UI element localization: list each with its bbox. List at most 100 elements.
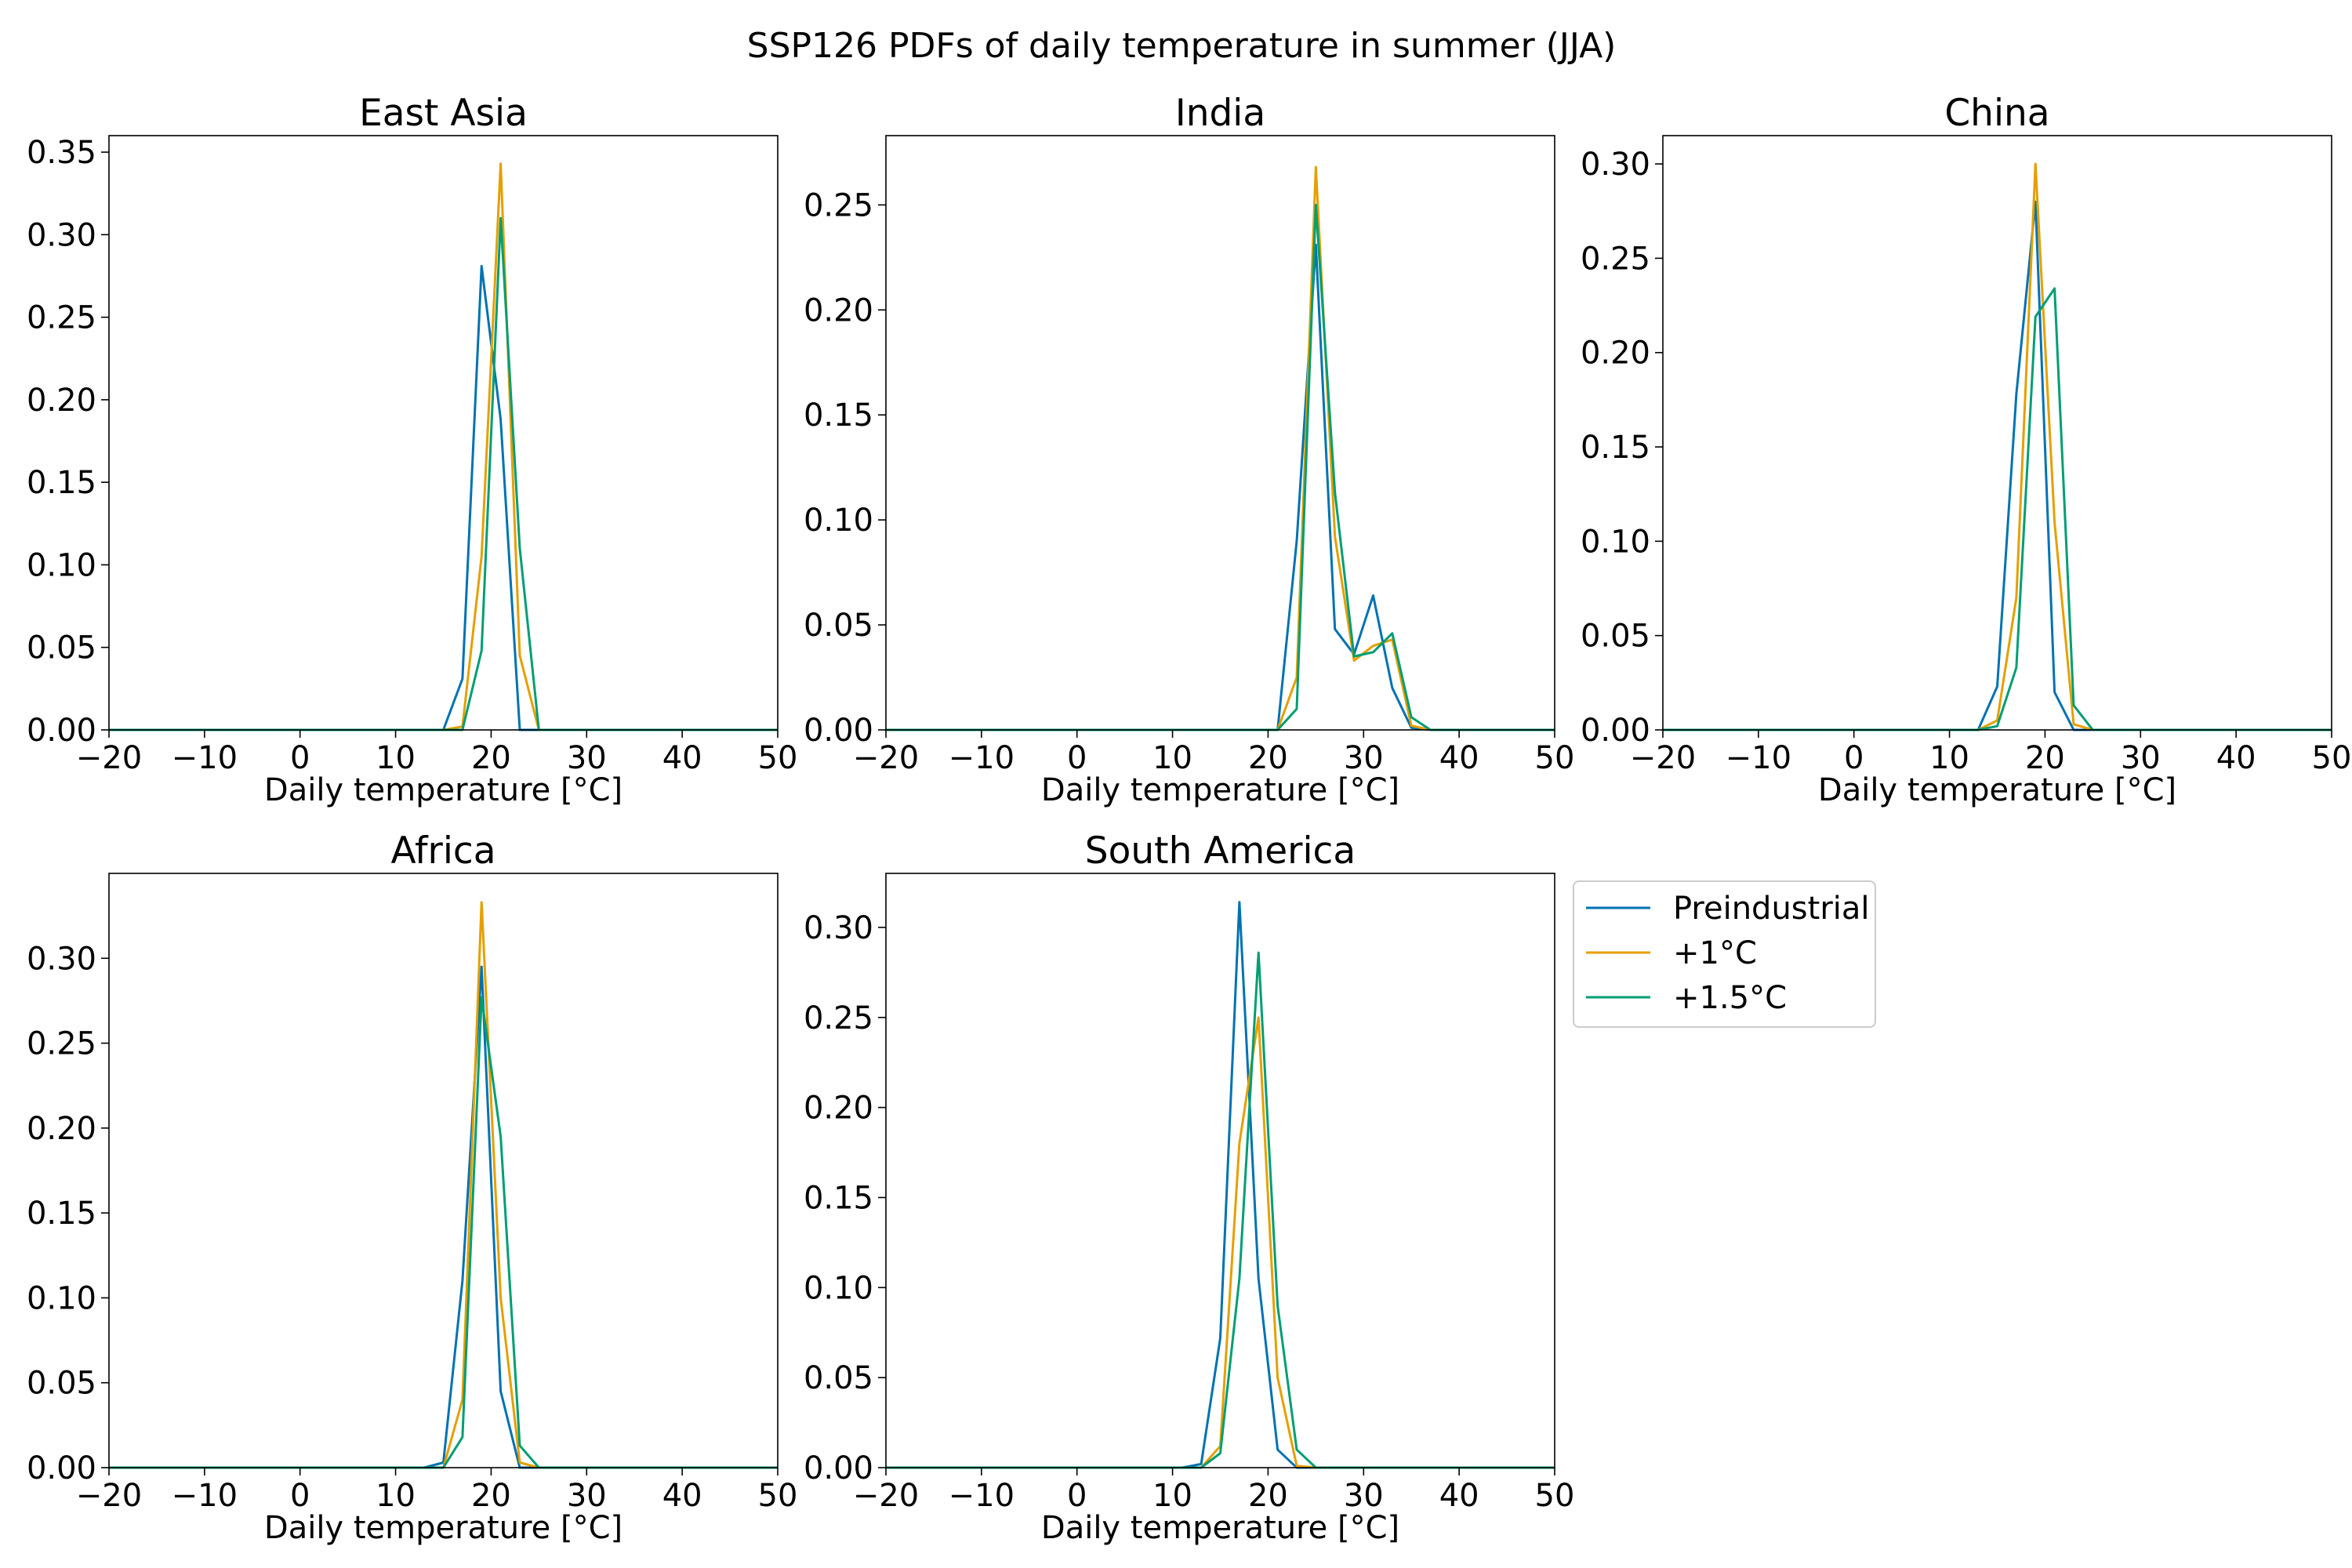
y-tick-label: 0.15 [804,1180,873,1216]
y-tick-label: 0.05 [1581,619,1650,655]
y-tick-label: 0.00 [27,1450,96,1486]
x-tick-label: −10 [949,740,1014,776]
panel-title: India [1175,92,1265,135]
y-tick-label: 0.25 [27,300,96,336]
x-tick-label: −10 [172,740,238,776]
x-axis-label: Daily temperature [°C] [1041,772,1399,808]
x-tick-label: 30 [1344,740,1384,776]
legend-entry-1-c: +1°C [1586,935,1757,971]
panel-title: Africa [390,829,495,873]
y-tick-label: 0.25 [804,1000,873,1036]
y-tick-label: 0.30 [804,910,873,946]
x-tick-label: 20 [471,1478,511,1514]
series-line-preindustrial [109,264,778,731]
x-axis-label: Daily temperature [°C] [1818,772,2176,808]
x-tick-label: 10 [376,740,416,776]
series-line-preindustrial [886,901,1555,1469]
x-tick-label: 0 [1844,740,1864,776]
series-line-1-c [1663,162,2332,731]
y-tick-label: 0.10 [1581,524,1650,560]
y-tick-label: 0.30 [27,217,96,253]
x-tick-label: 0 [1067,740,1087,776]
plot-frame [108,135,779,731]
series-line-1-c [109,901,778,1469]
y-tick-label: 0.20 [804,292,873,328]
y-tick-label: 0.15 [804,397,873,434]
x-tick-label: 20 [1248,1478,1288,1514]
legend: Preindustrial +1°C +1.5°C [1573,880,1876,1028]
y-tick-label: 0.05 [804,608,873,644]
series-line-1-c [886,165,1555,731]
panel-title: East Asia [359,92,528,135]
plot-frame [885,873,1555,1468]
x-tick-label: −20 [76,1478,142,1514]
panel-east-asia: East Asia −20 −10 0 10 20 30 40 50 0.00 0.05 0.10 0.… [27,92,798,808]
figure-title: SSP126 PDFs of daily temperature in summ… [747,26,1617,66]
y-tick-label: 0.05 [27,630,96,666]
x-tick-label: 0 [290,740,310,776]
y-tick-label: 0.20 [804,1091,873,1127]
x-tick-label: 0 [290,1478,310,1514]
x-tick-label: −10 [949,1478,1014,1514]
y-tick-label: 0.30 [27,941,96,977]
y-tick-label: 0.20 [1581,336,1650,372]
y-tick-label: 0.00 [804,713,873,749]
plot-frame [885,135,1555,731]
x-tick-label: 30 [2121,740,2161,776]
legend-box [1573,880,1876,1028]
legend-entry-preindustrial: Preindustrial [1586,891,1870,927]
x-axis-label: Daily temperature [°C] [264,1510,622,1546]
y-tick-label: 0.05 [804,1360,873,1396]
x-tick-label: 30 [1344,1478,1384,1514]
x-tick-label: 0 [1067,1478,1087,1514]
legend-entry-1-5-c: +1.5°C [1586,980,1787,1016]
x-tick-label: −10 [172,1478,238,1514]
y-tick-label: 0.10 [27,1280,96,1316]
x-tick-label: 10 [376,1478,416,1514]
y-tick-label: 0.15 [1581,430,1650,466]
panel-title: China [1944,92,2049,135]
y-tick-label: 0.20 [27,1111,96,1147]
y-tick-label: 0.25 [1581,241,1650,277]
legend-label: +1°C [1673,935,1757,971]
panel-africa: Africa −20 −10 0 10 20 30 40 50 0.00 0.05 0.10 0.15 0… [27,829,798,1546]
plot-frame [108,873,779,1468]
y-tick-label: 0.15 [27,1196,96,1232]
x-axis-label: Daily temperature [°C] [1041,1510,1399,1546]
series-line-preindustrial [1663,200,2332,731]
x-tick-label: 10 [1152,1478,1192,1514]
x-tick-label: −20 [853,740,919,776]
x-tick-label: 40 [662,740,702,776]
panel-south-america: South America −20 −10 0 10 20 30 40 50 0.00 0.05 0.… [804,829,1575,1546]
x-tick-label: 50 [1535,1478,1575,1514]
legend-label: Preindustrial [1673,891,1870,927]
y-tick-label: 0.00 [27,713,96,749]
x-tick-label: −20 [76,740,142,776]
x-tick-label: 20 [471,740,511,776]
x-tick-label: 50 [758,740,798,776]
x-tick-label: 40 [2216,740,2256,776]
x-tick-label: 20 [1248,740,1288,776]
y-tick-label: 0.20 [27,383,96,419]
panels: East Asia−20 −10 0 10 20 30 40 500.000.050.100.… [27,92,2352,1546]
y-tick-label: 0.00 [804,1450,873,1486]
y-tick-label: 0.35 [27,135,96,171]
y-tick-label: 0.25 [804,187,873,223]
series-line-1-5-c [1663,287,2332,731]
series-line-1-c [886,1016,1555,1469]
series-line-1-c [109,162,778,731]
y-tick-label: 0.00 [1581,713,1650,749]
x-tick-label: 10 [1929,740,1969,776]
panel-india: India −20 −10 0 10 20 30 40 50 0.00 0.05 0.10 0.15 0.… [804,92,1575,808]
x-tick-label: 40 [1439,1478,1479,1514]
y-tick-label: 0.30 [1581,147,1650,183]
y-tick-label: 0.10 [27,547,96,583]
x-tick-label: 40 [662,1478,702,1514]
panel-china: China −20 −10 0 10 20 30 40 50 0.00 0.05 0.10 0.15 0.… [1581,92,2352,808]
series-line-1-5-c [886,203,1555,731]
y-tick-label: 0.15 [27,465,96,501]
x-tick-label: 30 [567,740,607,776]
x-axis-label: Daily temperature [°C] [264,772,622,808]
y-tick-label: 0.25 [27,1026,96,1062]
